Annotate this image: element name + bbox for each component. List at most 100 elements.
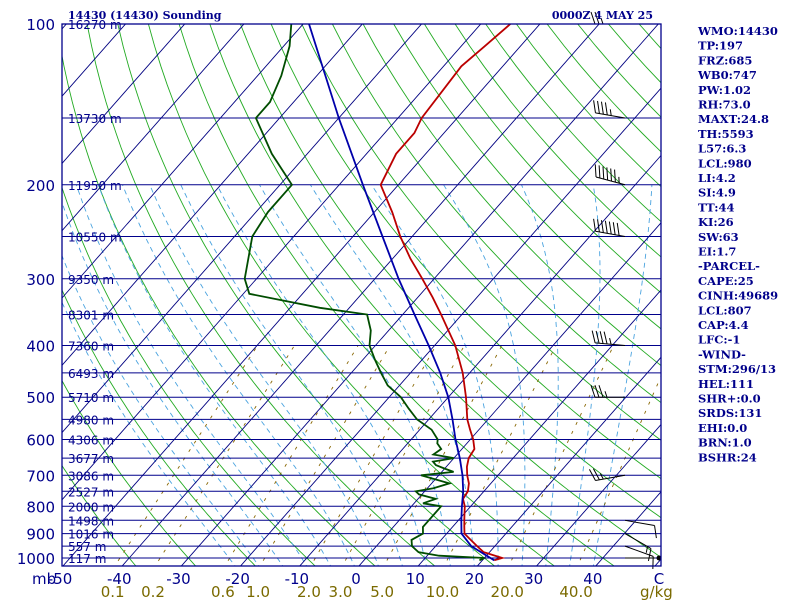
wind-barb-flag xyxy=(610,168,612,182)
moist-adiabat-line xyxy=(97,184,332,566)
moist-adiabat-line xyxy=(569,184,601,566)
height-label: 5710 m xyxy=(68,391,114,405)
sounding-index: WMO:14430 xyxy=(697,24,778,38)
temperature-tick-label: -30 xyxy=(166,570,191,588)
wind-barb-staff xyxy=(595,176,626,186)
chart-title-left: 14430 (14430) Sounding xyxy=(68,9,222,22)
height-label: 10550 m xyxy=(68,230,122,244)
isotherm-line xyxy=(121,24,600,566)
wind-barb-flag xyxy=(599,331,604,344)
pressure-tick-label: 600 xyxy=(26,432,55,450)
wind-barb-flag xyxy=(604,102,608,115)
sounding-index: -PARCEL- xyxy=(698,259,760,273)
wind-barb-flag xyxy=(588,469,596,481)
isotherm-line xyxy=(62,24,245,232)
sounding-index: -WIND- xyxy=(698,347,746,361)
wind-barb-staff xyxy=(595,230,626,237)
wind-barb-flag xyxy=(597,100,600,114)
moist-adiabat-line xyxy=(62,200,284,566)
height-label: 4306 m xyxy=(68,434,114,448)
sounding-index: CINH:49689 xyxy=(698,289,778,303)
sounding-index: SRDS:131 xyxy=(698,406,762,420)
isotherm-line xyxy=(535,423,661,566)
mixing-ratio-line xyxy=(508,345,614,566)
temperature-tick-label: 20 xyxy=(465,570,484,588)
mixing-ratio-tick-label: 0.2 xyxy=(141,583,165,600)
mixing-ratio-line xyxy=(577,375,661,566)
moist-adiabat-line xyxy=(216,184,427,566)
wind-barb xyxy=(624,533,652,562)
moist-adiabats xyxy=(62,184,653,566)
height-label: 4980 m xyxy=(68,413,114,427)
dry-adiabat-line xyxy=(331,24,661,404)
dewpoint-profile-line xyxy=(243,24,485,562)
isotherm-line xyxy=(62,24,482,501)
mixing-ratio-tick-label: 3.0 xyxy=(329,583,353,600)
moist-adiabat-line xyxy=(122,184,355,566)
mixing-ratio-tick-label: 40.0 xyxy=(559,583,592,600)
temperature-tick-label: 0 xyxy=(351,570,361,588)
dry-adiabat-line xyxy=(362,24,661,367)
wind-barb-flag xyxy=(593,218,596,232)
sounding-index: STM:296/13 xyxy=(698,362,776,376)
sounding-index: TP:197 xyxy=(698,39,743,53)
height-label: 3677 m xyxy=(68,452,114,466)
sounding-index: EHI:0.0 xyxy=(698,421,747,435)
temperature-tick-label: -40 xyxy=(107,570,132,588)
pressure-tick-label: 200 xyxy=(26,177,55,195)
sounding-index: RH:73.0 xyxy=(698,98,751,112)
mixing-ratio-tick-label: 0.1 xyxy=(101,583,125,600)
temperature-tick-label: -20 xyxy=(225,570,250,588)
dry-adiabat-line xyxy=(209,24,661,558)
isotherm-line xyxy=(180,24,659,566)
moist-adiabat-line xyxy=(592,184,653,566)
wind-barb xyxy=(590,385,625,398)
sounding-index: CAPE:25 xyxy=(698,274,754,288)
isotherms xyxy=(62,24,661,566)
wind-barb-flag xyxy=(594,164,597,178)
temperature-tick-label: -50 xyxy=(48,570,73,588)
temperature-tick-label: 30 xyxy=(524,570,543,588)
mixing-ratio-unit: g/kg xyxy=(640,583,673,600)
wind-barb-flag xyxy=(603,331,608,345)
pressure-tick-label: 100 xyxy=(26,16,55,34)
wind-barb xyxy=(624,545,654,570)
wind-barb-flag xyxy=(598,165,601,179)
wind-barb xyxy=(593,218,626,237)
wind-barb-flag xyxy=(606,167,609,181)
mixing-ratio-tick-label: 10.0 xyxy=(426,583,459,600)
mixing-ratio-line xyxy=(224,345,359,566)
sounding-index: CAP:4.4 xyxy=(698,318,749,332)
wind-barb-flag xyxy=(598,385,604,398)
mixing-ratio-line xyxy=(114,345,258,566)
wind-barb xyxy=(588,468,626,481)
wind-barb-flag xyxy=(590,385,596,398)
sounding-index: L57:6.3 xyxy=(698,142,746,156)
mixing-ratio-tick-label: 5.0 xyxy=(370,583,394,600)
isotherm-line xyxy=(62,24,363,366)
wind-barb-flag xyxy=(597,219,600,233)
wind-barb xyxy=(591,330,626,346)
wind-barb-flag xyxy=(591,330,596,344)
mixing-ratio-tick-label: 20.0 xyxy=(491,583,524,600)
isotherm-line xyxy=(62,24,423,434)
pressure-tick-label: 500 xyxy=(26,389,55,407)
sounding-indices: WMO:14430TP:197FRZ:685WB0:747PW:1.02RH:7… xyxy=(697,24,778,464)
isotherm-line xyxy=(62,24,186,165)
pressure-tick-label: 1000 xyxy=(17,550,55,568)
sounding-index: TH:5593 xyxy=(698,127,754,141)
wind-barb-flag xyxy=(612,222,616,235)
sounding-index: SHR+:0.0 xyxy=(698,392,761,406)
dry-adiabat-line xyxy=(301,24,661,441)
sounding-index: MAXT:24.8 xyxy=(698,112,769,126)
sounding-index: TT:44 xyxy=(698,200,735,214)
wind-barb xyxy=(593,100,626,119)
wind-barb-staff xyxy=(624,519,655,527)
wind-barb-flag xyxy=(595,330,600,344)
height-label: 11950 m xyxy=(68,179,122,193)
sounding-index: WB0:747 xyxy=(697,68,757,82)
wind-barb-flag xyxy=(594,385,600,398)
temperature-axis-label: mb xyxy=(32,570,56,588)
mixing-ratio-tick-labels: 0.1 0.2 0.6 1.0 2.0 3.0 5.0 10.0 20.0 40.0 g/kg xyxy=(101,583,673,600)
wind-barb-flag xyxy=(594,11,600,25)
